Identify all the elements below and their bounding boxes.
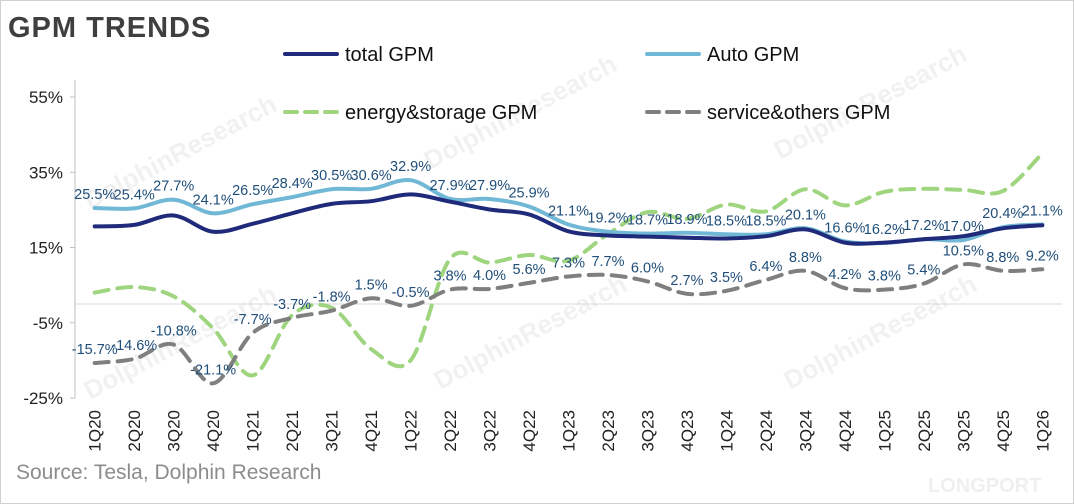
watermark-text: DolphinResearch (779, 268, 982, 395)
service-gpm-data-label: 5.6% (512, 262, 545, 278)
y-tick-label: -25% (23, 389, 63, 408)
auto-gpm-data-label: 18.5% (745, 213, 786, 229)
service-gpm-data-label: -0.5% (392, 285, 430, 301)
axes: 55% 35% 15% -5% -25% 1Q20 2Q20 3Q20 4Q20 1Q21 2Q21… (23, 80, 1062, 452)
x-tick-label: 2Q23 (599, 410, 618, 452)
service-gpm-data-label: 3.8% (434, 269, 467, 285)
source-note: Source: Tesla, Dolphin Research (16, 461, 322, 484)
data-labels: 25.5%25.4%27.7%24.1%26.5%28.4%30.5%30.6%… (72, 159, 1063, 378)
service-gpm-data-label: -21.1% (190, 362, 236, 378)
auto-gpm-data-label: 19.2% (587, 211, 628, 227)
auto-gpm-data-label: 25.9% (508, 185, 549, 201)
series-line-service-others-gpm (92, 262, 1045, 386)
series-line-energy-storage-gpm (92, 151, 1045, 378)
x-tick-label: 4Q25 (994, 410, 1013, 452)
service-gpm-data-label: 6.4% (749, 259, 782, 275)
auto-gpm-data-label: 32.9% (390, 159, 431, 175)
series-lines (92, 151, 1045, 386)
legend-label: total GPM (345, 44, 434, 66)
auto-gpm-data-label: 20.4% (982, 206, 1023, 222)
auto-gpm-data-label: 24.1% (193, 192, 234, 208)
auto-gpm-data-label: 17.0% (943, 219, 984, 235)
y-tick-label: 55% (29, 88, 63, 107)
x-tick-label: 4Q21 (362, 410, 381, 452)
x-tick-label: 3Q20 (165, 410, 184, 452)
x-tick-label: 1Q21 (244, 410, 263, 452)
auto-gpm-data-label: 27.9% (429, 178, 470, 194)
x-tick-label: 3Q21 (323, 410, 342, 452)
service-gpm-data-label: 3.8% (868, 269, 901, 285)
service-gpm-data-label: -1.8% (313, 290, 351, 306)
y-tick-label: 35% (29, 163, 63, 182)
service-gpm-data-label: 4.0% (473, 268, 506, 284)
auto-gpm-data-label: 18.9% (666, 212, 707, 228)
auto-gpm-data-label: 28.4% (272, 176, 313, 192)
y-tick-label: 15% (29, 239, 63, 258)
service-gpm-data-label: 1.5% (355, 277, 388, 293)
auto-gpm-data-label: 25.4% (114, 187, 155, 203)
x-tick-label: 3Q23 (638, 410, 657, 452)
service-gpm-data-label: 6.0% (631, 260, 664, 276)
x-tick-label: 1Q25 (875, 410, 894, 452)
x-tick-label: 3Q22 (481, 410, 500, 452)
x-tick-label: 4Q20 (204, 410, 223, 452)
x-tick-label: 1Q24 (717, 410, 736, 452)
y-tick-label: -5% (33, 314, 63, 333)
auto-gpm-data-label: 18.5% (706, 213, 747, 229)
service-gpm-data-label: 4.2% (828, 267, 861, 283)
x-tick-label: 1Q22 (402, 410, 421, 452)
service-gpm-data-label: 5.4% (907, 263, 940, 279)
x-tick-label: 1Q20 (86, 410, 105, 452)
x-tick-label: 2Q20 (125, 410, 144, 452)
auto-gpm-data-label: 25.5% (74, 187, 115, 203)
auto-gpm-data-label: 30.5% (311, 168, 352, 184)
service-gpm-data-label: 9.2% (1026, 248, 1059, 264)
series-line-total-gpm (92, 192, 1045, 246)
auto-gpm-data-label: 26.5% (232, 183, 273, 199)
x-tick-label: 4Q22 (520, 410, 539, 452)
service-gpm-data-label: -3.7% (273, 297, 311, 313)
legend-label: service&others GPM (707, 102, 890, 124)
auto-gpm-data-label: 30.6% (351, 168, 392, 184)
auto-gpm-data-label: 16.2% (864, 222, 905, 238)
auto-gpm-data-label: 18.7% (627, 213, 668, 229)
service-gpm-data-label: 8.8% (986, 250, 1019, 266)
x-tick-label: 3Q24 (796, 410, 815, 452)
x-tick-label: 3Q25 (954, 410, 973, 452)
auto-gpm-data-label: 27.7% (153, 179, 194, 195)
service-gpm-data-label: -10.8% (151, 324, 197, 340)
x-tick-label: 2Q24 (757, 410, 776, 452)
legend-label: energy&storage GPM (345, 102, 537, 124)
service-gpm-data-label: 7.3% (552, 255, 585, 271)
chart-title: GPM TRENDS (8, 12, 212, 44)
x-tick-label: 4Q23 (678, 410, 697, 452)
auto-gpm-data-label: 27.9% (469, 178, 510, 194)
service-gpm-data-label: 8.8% (789, 250, 822, 266)
service-gpm-data-label: 10.5% (943, 243, 984, 259)
x-tick-label: 1Q26 (1033, 410, 1052, 452)
auto-gpm-data-label: 20.1% (785, 207, 826, 223)
x-tick-label: 1Q23 (560, 410, 579, 452)
auto-gpm-data-label: 16.6% (824, 220, 865, 236)
service-gpm-data-label: 3.5% (710, 270, 743, 286)
x-tick-label: 4Q24 (836, 410, 855, 452)
service-gpm-data-label: -15.7% (72, 342, 118, 358)
x-tick-label: 2Q25 (915, 410, 934, 452)
auto-gpm-data-label: 21.1% (548, 204, 589, 220)
auto-gpm-data-label: 21.1% (1022, 204, 1063, 220)
brand-watermark: LONGPORT (928, 475, 1041, 497)
service-gpm-data-label: -14.6% (111, 338, 157, 354)
x-tick-label: 2Q22 (441, 410, 460, 452)
service-gpm-data-label: 2.7% (670, 273, 703, 289)
legend-label: Auto GPM (707, 44, 799, 66)
x-tick-label: 2Q21 (283, 410, 302, 452)
auto-gpm-data-label: 17.2% (903, 218, 944, 234)
service-gpm-data-label: 7.7% (591, 254, 624, 270)
service-gpm-data-label: -7.7% (234, 312, 272, 328)
legend: total GPM Auto GPM energy&storage GPM servi… (283, 44, 890, 124)
